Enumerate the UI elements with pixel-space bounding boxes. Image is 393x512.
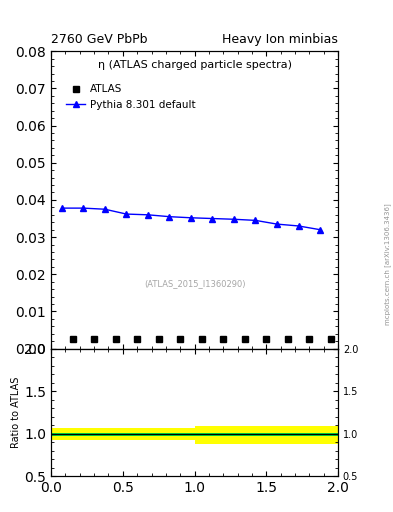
Text: η (ATLAS charged particle spectra): η (ATLAS charged particle spectra) xyxy=(97,60,292,70)
Text: Heavy Ion minbias: Heavy Ion minbias xyxy=(222,33,338,46)
Y-axis label: Ratio to ATLAS: Ratio to ATLAS xyxy=(11,377,22,448)
Text: mcplots.cern.ch [arXiv:1306.3436]: mcplots.cern.ch [arXiv:1306.3436] xyxy=(384,203,391,325)
Text: 2760 GeV PbPb: 2760 GeV PbPb xyxy=(51,33,148,46)
Text: (ATLAS_2015_I1360290): (ATLAS_2015_I1360290) xyxy=(144,279,245,288)
Legend: ATLAS, Pythia 8.301 default: ATLAS, Pythia 8.301 default xyxy=(62,80,200,114)
